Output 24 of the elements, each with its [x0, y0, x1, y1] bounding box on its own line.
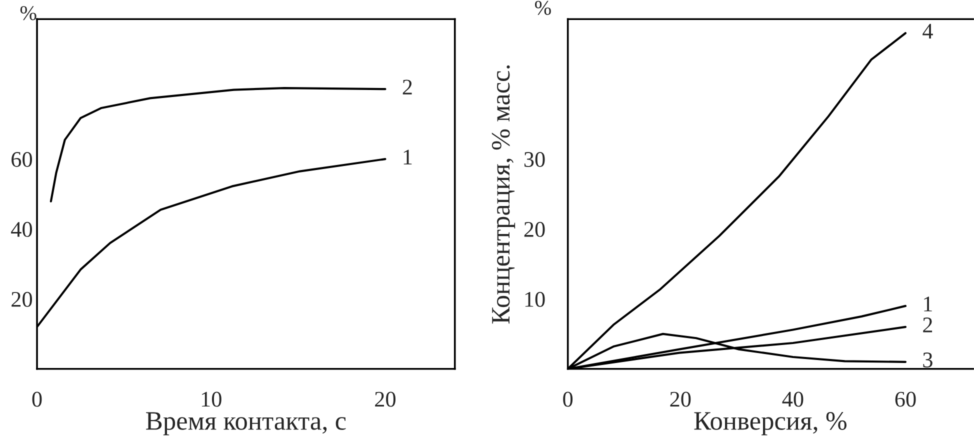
x-axis-title: Конверсия, % — [694, 412, 847, 436]
x-tick-label: 0 — [563, 392, 573, 407]
x-tick-label: 20 — [375, 392, 396, 407]
y-tick-label: 60 — [12, 152, 32, 167]
series-label: 3 — [923, 352, 932, 368]
x-tick-label: 60 — [895, 392, 916, 407]
series-label: 4 — [922, 24, 933, 38]
series-label: 1 — [924, 296, 932, 312]
series-label: 2 — [923, 318, 932, 332]
series-label: 2 — [402, 80, 412, 94]
x-tick-label: 40 — [782, 392, 804, 407]
y-tick-label: 20 — [12, 292, 32, 307]
series-label: 1 — [404, 150, 412, 164]
x-tick-label: 10 — [202, 392, 222, 407]
y-tick-label: 30 — [524, 152, 545, 167]
x-tick-label: 20 — [670, 392, 691, 407]
text: % — [534, 0, 551, 15]
x-tick-label: 0 — [32, 392, 42, 407]
y-tick-label: 20 — [524, 222, 545, 237]
y-axis-title: Концентрация, % масс. — [492, 65, 516, 324]
y-tick-label: 40 — [11, 222, 32, 237]
y-axis-title: % — [20, 6, 36, 20]
y-tick-label: 10 — [525, 292, 545, 307]
x-axis-title: Время контакта, с — [146, 412, 346, 436]
